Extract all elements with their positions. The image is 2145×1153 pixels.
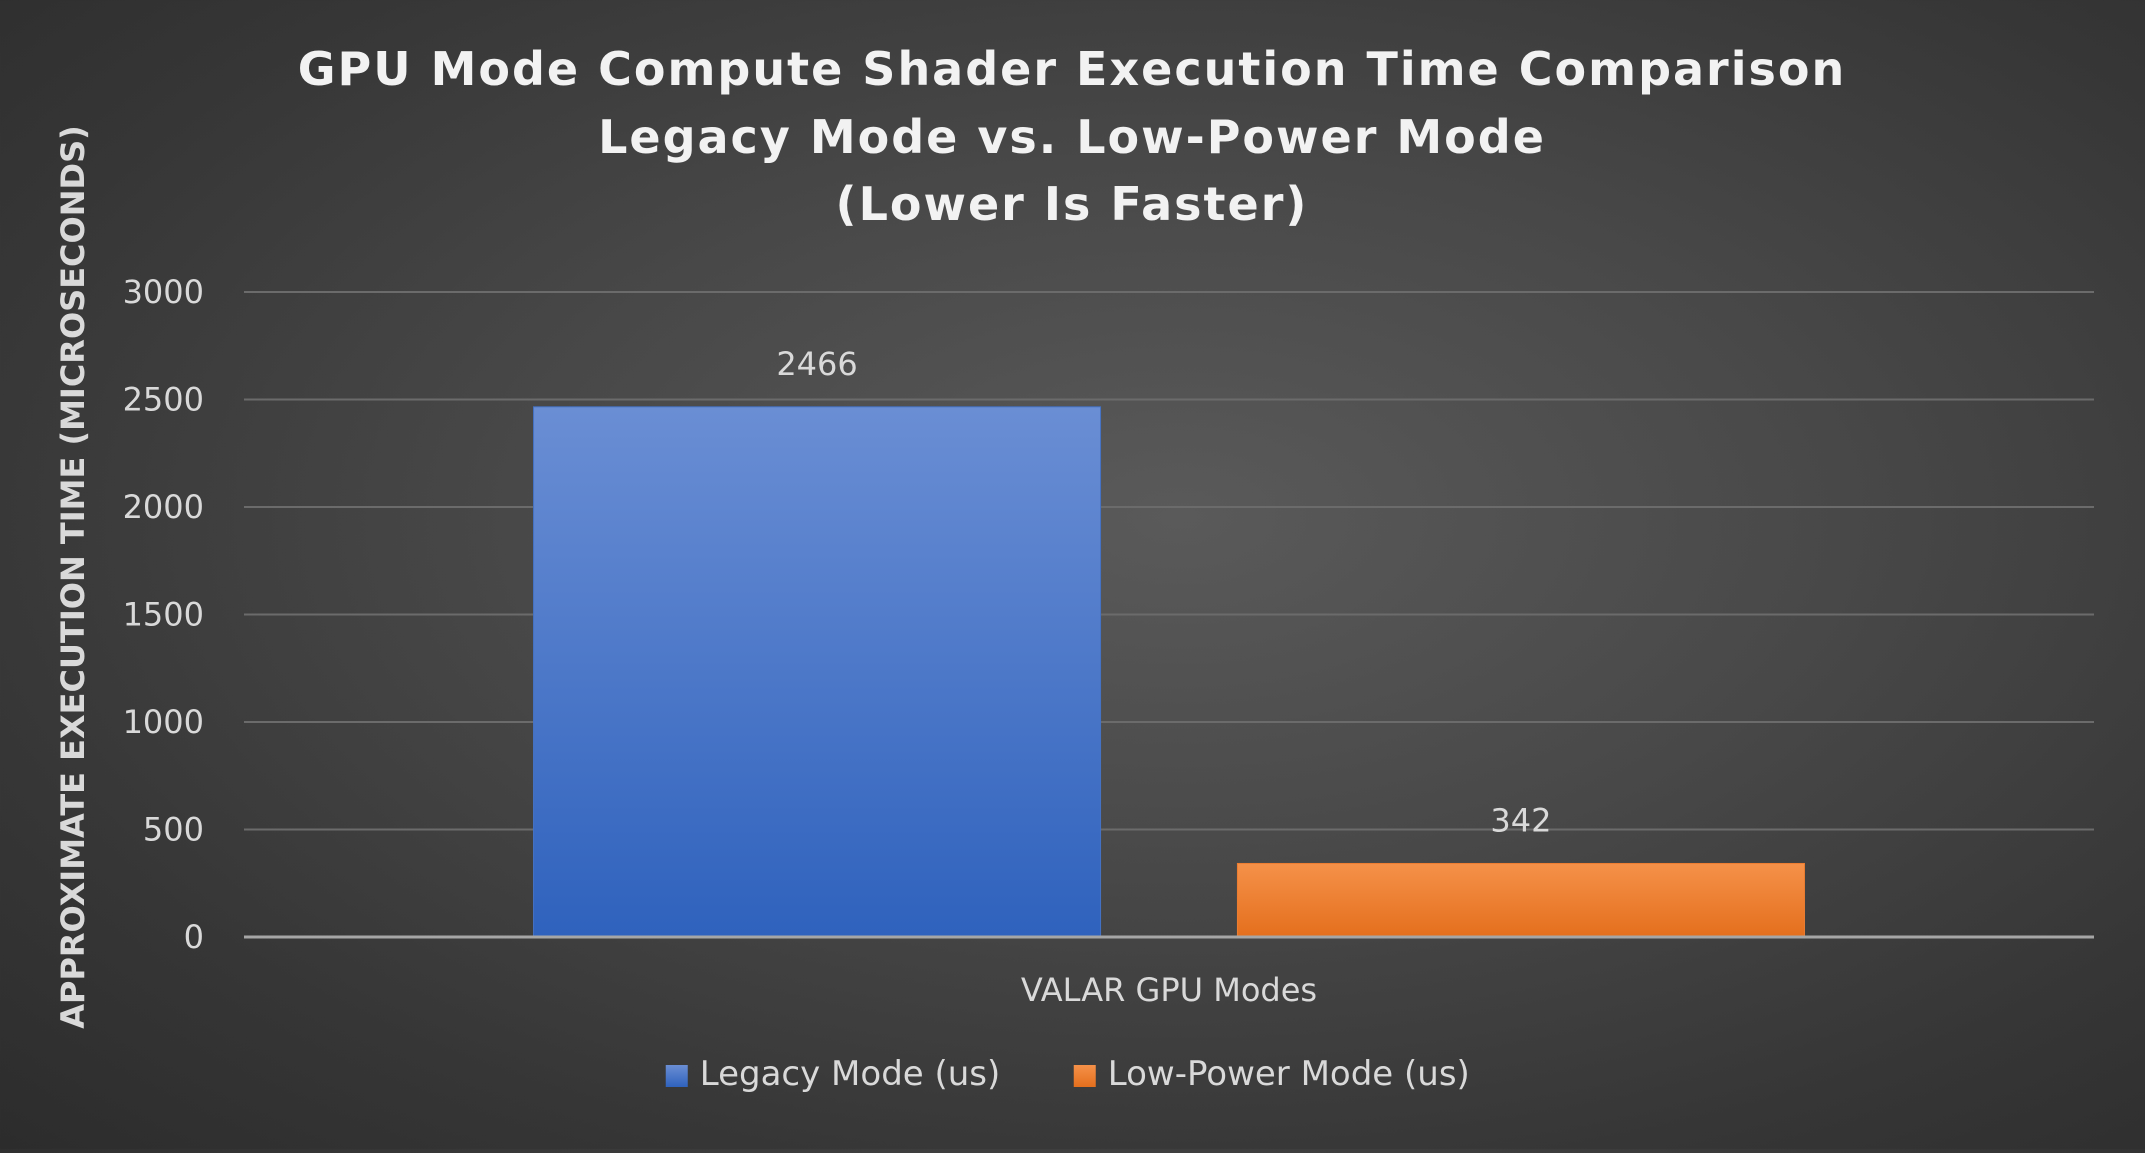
chart-title-line-3: (Lower Is Faster) bbox=[836, 177, 1309, 231]
legend: Legacy Mode (us) Low-Power Mode (us) bbox=[665, 1054, 1470, 1094]
chart-title: GPU Mode Compute Shader Execution Time C… bbox=[298, 42, 1846, 231]
chart-title-line-1: GPU Mode Compute Shader Execution Time C… bbox=[298, 42, 1846, 96]
legend-swatch bbox=[1073, 1065, 1096, 1087]
bar-legacy-mode bbox=[533, 406, 1102, 938]
y-tick-label: 3000 bbox=[123, 273, 204, 311]
y-tick-label: 1000 bbox=[123, 703, 204, 741]
y-tick-label: 1500 bbox=[123, 596, 204, 634]
bars bbox=[533, 406, 1805, 938]
y-tick-label: 0 bbox=[184, 918, 204, 956]
chart-title-line-2: Legacy Mode vs. Low-Power Mode bbox=[598, 110, 1546, 164]
y-tick-label: 2500 bbox=[123, 381, 204, 419]
y-axis-ticks: 0 500 1000 1500 2000 2500 3000 bbox=[123, 273, 204, 956]
gridlines bbox=[244, 291, 2094, 831]
legend-label: Low-Power Mode (us) bbox=[1108, 1054, 1470, 1094]
y-tick-label: 2000 bbox=[123, 488, 204, 526]
x-axis-title: VALAR GPU Modes bbox=[1021, 971, 1317, 1009]
y-tick-label: 500 bbox=[143, 811, 204, 849]
y-axis-title: APPROXIMATE EXECUTION TIME (MICROSECONDS… bbox=[54, 125, 92, 1029]
legend-label: Legacy Mode (us) bbox=[700, 1054, 1001, 1094]
data-label: 342 bbox=[1490, 801, 1551, 839]
legend-swatch bbox=[665, 1065, 688, 1087]
bar-low-power-mode bbox=[1236, 862, 1805, 938]
data-labels: 2466 342 bbox=[776, 345, 1551, 840]
data-label: 2466 bbox=[776, 345, 857, 383]
